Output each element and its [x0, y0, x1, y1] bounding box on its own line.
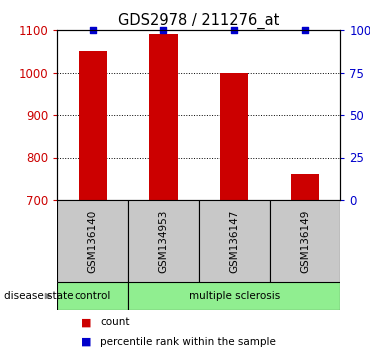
Text: GSM134953: GSM134953	[158, 209, 168, 273]
Bar	[220, 73, 248, 200]
Text: control: control	[74, 291, 111, 301]
Bar	[270, 200, 340, 282]
Text: GSM136147: GSM136147	[229, 209, 239, 273]
Bar	[57, 282, 128, 310]
Text: ■: ■	[81, 317, 92, 327]
Text: disease state: disease state	[4, 291, 73, 301]
Text: multiple sclerosis: multiple sclerosis	[189, 291, 280, 301]
Point	[90, 27, 96, 33]
Text: GSM136149: GSM136149	[300, 209, 310, 273]
Text: GSM136140: GSM136140	[88, 209, 98, 273]
Text: percentile rank within the sample: percentile rank within the sample	[100, 337, 276, 347]
Bar	[199, 200, 270, 282]
Text: count: count	[100, 317, 130, 327]
Text: ■: ■	[81, 337, 92, 347]
Bar	[291, 174, 319, 200]
Point	[231, 27, 237, 33]
Bar	[128, 200, 199, 282]
Bar	[128, 282, 340, 310]
Bar	[149, 34, 178, 200]
Bar	[57, 200, 128, 282]
Bar	[78, 51, 107, 200]
Point	[161, 27, 167, 33]
Point	[302, 27, 308, 33]
Title: GDS2978 / 211276_at: GDS2978 / 211276_at	[118, 12, 280, 29]
